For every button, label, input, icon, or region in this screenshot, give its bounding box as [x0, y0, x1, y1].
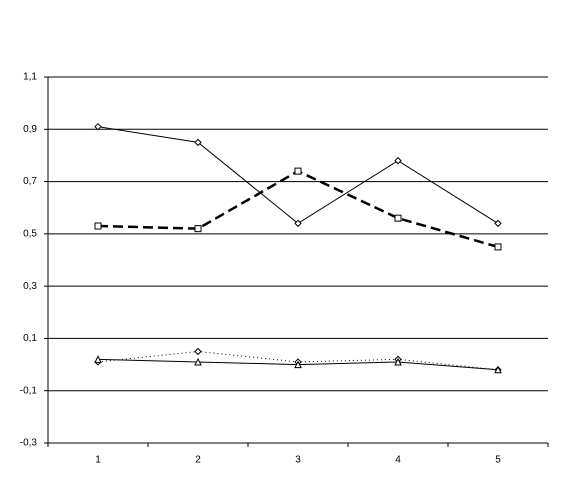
marker	[494, 365, 502, 374]
x-tick-label: 3	[295, 455, 301, 466]
y-tick-label: 1,1	[23, 72, 37, 83]
marker	[194, 138, 202, 147]
marker	[194, 357, 202, 366]
marker	[394, 156, 402, 165]
marker	[294, 219, 302, 228]
line	[97, 126, 499, 225]
y-tick-label: 0,5	[23, 228, 37, 239]
y-tick-label: -0,1	[20, 385, 38, 396]
x-tick-label: 4	[395, 455, 401, 466]
marker	[494, 219, 502, 228]
marker	[494, 243, 502, 251]
line	[97, 169, 499, 249]
x-tick-label: 2	[195, 455, 201, 466]
y-tick-label: 0,1	[23, 333, 37, 344]
marker	[394, 357, 402, 366]
y-tick-label: -0,3	[20, 438, 38, 449]
x-tick-label: 1	[95, 455, 101, 466]
y-tick-label: 0,7	[23, 176, 37, 187]
x-tick-label: 5	[495, 455, 501, 466]
y-tick-label: 0,3	[23, 281, 37, 292]
marker	[394, 214, 402, 222]
y-tick-label: 0,9	[23, 124, 37, 135]
marker	[294, 167, 302, 175]
marker	[194, 347, 202, 356]
marker	[94, 355, 102, 363]
marker	[94, 222, 102, 230]
marker	[194, 225, 202, 233]
marker	[294, 360, 302, 369]
marker	[94, 122, 102, 131]
